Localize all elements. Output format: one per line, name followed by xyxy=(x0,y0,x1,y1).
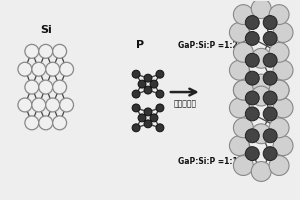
Circle shape xyxy=(132,70,140,78)
Circle shape xyxy=(251,86,271,106)
Circle shape xyxy=(263,53,277,67)
Circle shape xyxy=(273,23,293,42)
Circle shape xyxy=(53,44,67,58)
Circle shape xyxy=(233,5,253,25)
Circle shape xyxy=(233,42,253,62)
Circle shape xyxy=(32,98,46,112)
Circle shape xyxy=(269,80,289,100)
Circle shape xyxy=(245,71,259,85)
Circle shape xyxy=(273,60,293,80)
Circle shape xyxy=(245,91,259,105)
Circle shape xyxy=(144,74,152,82)
Circle shape xyxy=(138,114,146,122)
Circle shape xyxy=(269,5,289,25)
Circle shape xyxy=(273,136,293,156)
Circle shape xyxy=(46,62,60,76)
Circle shape xyxy=(230,98,249,118)
Circle shape xyxy=(60,62,74,76)
Circle shape xyxy=(32,62,46,76)
Circle shape xyxy=(251,0,271,19)
Circle shape xyxy=(251,48,271,68)
Text: 高能球磨法: 高能球磨法 xyxy=(173,99,196,108)
Circle shape xyxy=(263,107,277,121)
Circle shape xyxy=(144,86,152,94)
Circle shape xyxy=(269,80,289,100)
Circle shape xyxy=(251,124,271,144)
Circle shape xyxy=(156,70,164,78)
Circle shape xyxy=(25,116,39,130)
Circle shape xyxy=(269,156,289,175)
Circle shape xyxy=(53,80,67,94)
Circle shape xyxy=(251,162,271,181)
Circle shape xyxy=(245,16,259,29)
Circle shape xyxy=(233,80,253,100)
Circle shape xyxy=(53,116,67,130)
Circle shape xyxy=(251,74,271,94)
Circle shape xyxy=(144,120,152,128)
Text: GaP:Si:P =1:1:1: GaP:Si:P =1:1:1 xyxy=(178,157,246,166)
Circle shape xyxy=(150,114,158,122)
Circle shape xyxy=(269,42,289,62)
Circle shape xyxy=(245,107,259,121)
Text: P: P xyxy=(136,40,144,50)
Circle shape xyxy=(263,31,277,45)
Circle shape xyxy=(230,60,249,80)
Circle shape xyxy=(233,156,253,175)
Circle shape xyxy=(269,118,289,138)
Circle shape xyxy=(263,147,277,161)
Circle shape xyxy=(25,44,39,58)
Circle shape xyxy=(39,116,53,130)
Circle shape xyxy=(144,108,152,116)
Circle shape xyxy=(263,91,277,105)
Circle shape xyxy=(39,80,53,94)
Circle shape xyxy=(156,90,164,98)
Circle shape xyxy=(230,23,249,42)
Circle shape xyxy=(132,124,140,132)
Circle shape xyxy=(150,80,158,88)
Circle shape xyxy=(245,31,259,45)
Circle shape xyxy=(39,44,53,58)
Circle shape xyxy=(156,104,164,112)
Circle shape xyxy=(245,147,259,161)
Circle shape xyxy=(230,136,249,156)
Text: Si: Si xyxy=(40,25,52,35)
Circle shape xyxy=(233,118,253,138)
Circle shape xyxy=(273,98,293,118)
Circle shape xyxy=(263,129,277,143)
Circle shape xyxy=(46,98,60,112)
Circle shape xyxy=(132,104,140,112)
Text: GaP:Si:P =1:2:2: GaP:Si:P =1:2:2 xyxy=(178,41,246,50)
Circle shape xyxy=(18,98,32,112)
Circle shape xyxy=(263,16,277,29)
Circle shape xyxy=(132,90,140,98)
Circle shape xyxy=(156,124,164,132)
Circle shape xyxy=(245,129,259,143)
Circle shape xyxy=(25,80,39,94)
Circle shape xyxy=(233,80,253,100)
Circle shape xyxy=(263,71,277,85)
Circle shape xyxy=(138,80,146,88)
Circle shape xyxy=(60,98,74,112)
Circle shape xyxy=(18,62,32,76)
Circle shape xyxy=(245,53,259,67)
